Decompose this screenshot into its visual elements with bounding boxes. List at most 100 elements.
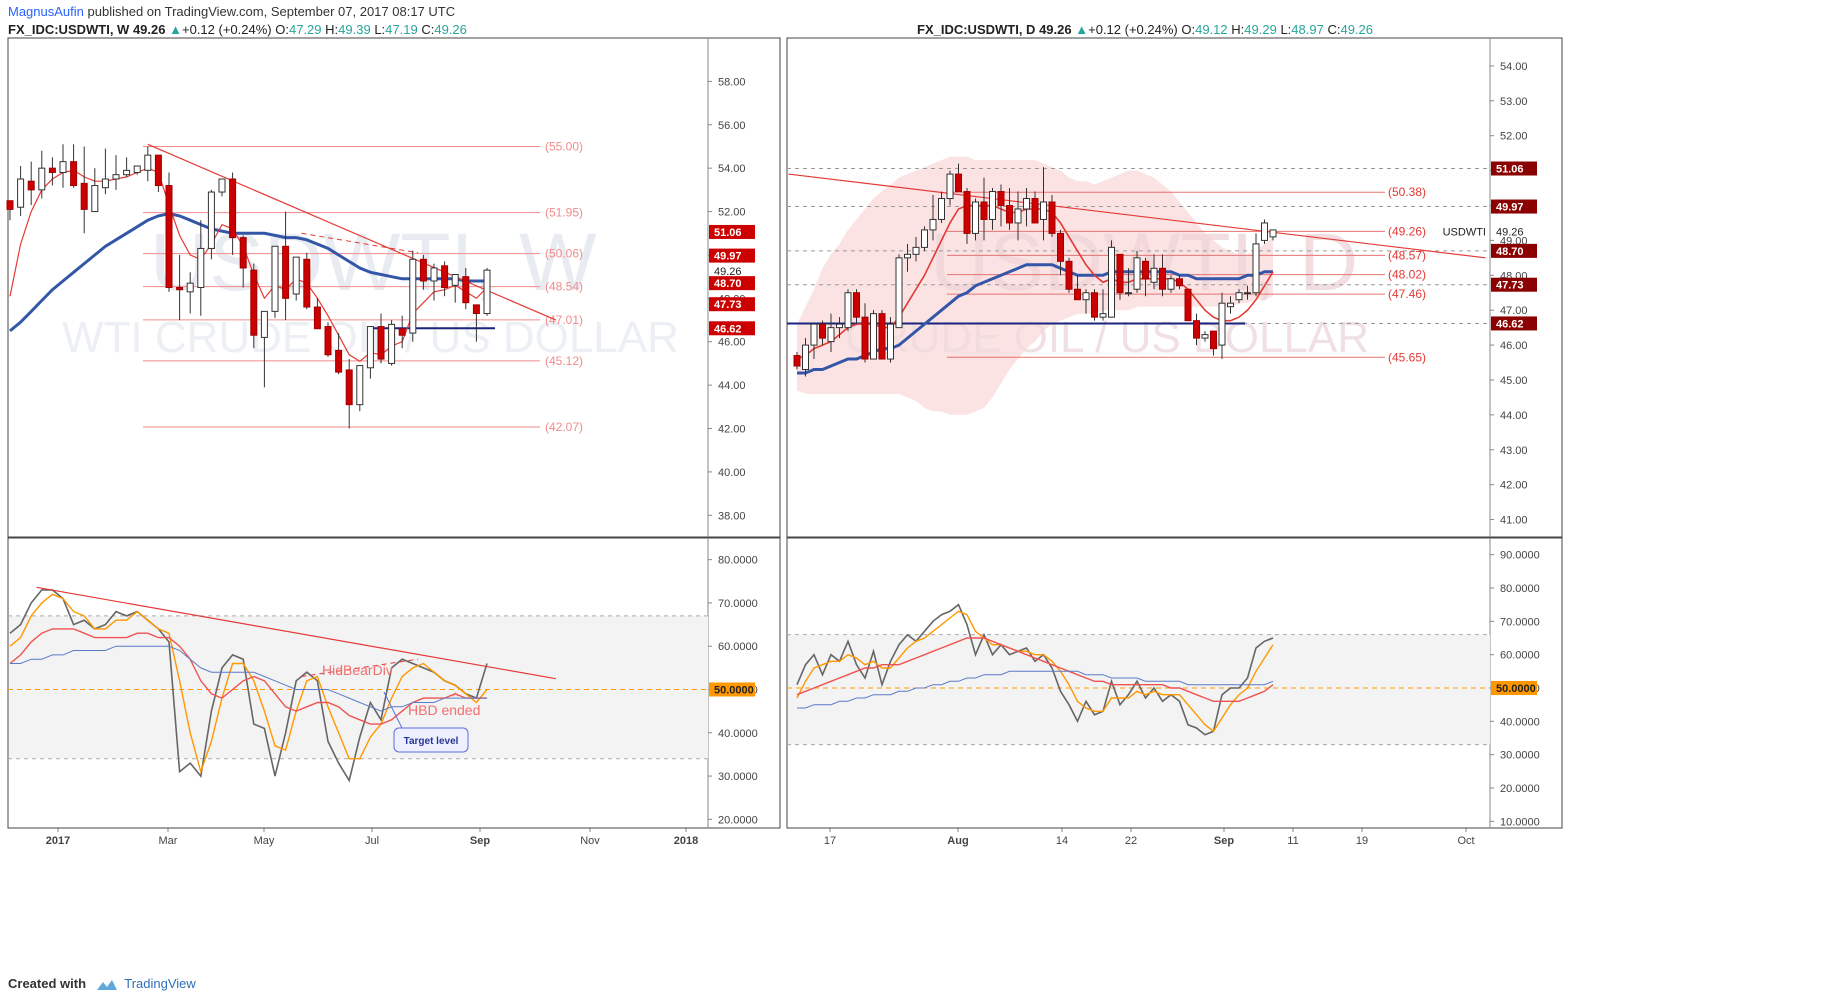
price-tag-box <box>709 682 755 697</box>
candle-down <box>165 185 173 289</box>
left-chart-header: FX_IDC:USDWTI, W 49.26 ▲+0.12 (+0.24%) O… <box>8 22 467 37</box>
candle-up <box>1150 267 1158 283</box>
candle <box>963 188 971 244</box>
tradingview-brand[interactable]: TradingView <box>124 976 196 991</box>
candle <box>1184 288 1192 322</box>
candle <box>430 263 438 301</box>
candle <box>1142 257 1149 297</box>
x-tick-label: Jul <box>365 835 379 847</box>
candle-up <box>1167 278 1175 290</box>
price-tag-box <box>1491 316 1537 331</box>
candle <box>819 320 826 346</box>
candle <box>292 256 300 301</box>
candle-down <box>1074 288 1081 301</box>
y-tick-label: 54.00 <box>1500 61 1528 73</box>
y-tick-label: 44.00 <box>1500 410 1528 422</box>
candle <box>229 172 237 255</box>
x-tick-label: Oct <box>1457 835 1474 847</box>
fib-label: (50.38) <box>1388 185 1426 199</box>
candle-up <box>929 218 937 231</box>
candle <box>1099 289 1107 321</box>
left-symbol[interactable]: FX_IDC:USDWTI, W <box>8 22 130 37</box>
right-symbol[interactable]: FX_IDC:USDWTI, D <box>917 22 1036 37</box>
candle-down <box>229 178 237 239</box>
callout-label: Target level <box>404 736 459 747</box>
candle-up <box>1133 257 1141 290</box>
candle-up <box>972 201 979 234</box>
candle <box>912 236 920 262</box>
osc-line-signal <box>796 610 1274 733</box>
candle-down <box>313 306 321 330</box>
candle-down <box>997 191 1005 206</box>
candle-up <box>1227 302 1234 308</box>
candle-down <box>793 355 801 367</box>
candle-down <box>1184 288 1192 322</box>
candle-down <box>250 269 258 336</box>
weekly-ma-blue <box>9 212 487 333</box>
daily-bollinger-cloud <box>797 156 1273 415</box>
daily-trend-line <box>788 173 1486 259</box>
candle <box>356 365 364 412</box>
candle-down <box>1091 292 1098 318</box>
price-tag-box <box>709 276 755 291</box>
daily-price-tag: 49.97 <box>1491 199 1537 214</box>
candle <box>844 289 852 332</box>
y-tick-label: 52.00 <box>718 207 746 219</box>
y-tick-label: 60.0000 <box>1500 650 1540 662</box>
candle-up <box>946 173 954 200</box>
callout-pointer <box>383 691 403 729</box>
candle-down <box>282 245 290 299</box>
candle <box>1244 285 1251 300</box>
candle <box>921 226 928 251</box>
daily-dashed-levels <box>787 168 1490 324</box>
weekly-price-tag: 46.62 <box>709 321 755 336</box>
candle-up <box>1261 222 1268 241</box>
candle-down <box>1006 204 1013 224</box>
candle <box>1125 268 1132 297</box>
candle-down <box>853 292 860 318</box>
candle-up <box>207 191 215 249</box>
left-close: 49.26 <box>434 22 467 37</box>
price-tag-box <box>709 248 755 263</box>
candle-up <box>1082 292 1090 301</box>
y-tick-label: 30.0000 <box>718 771 758 783</box>
candle-up <box>292 256 300 295</box>
candle <box>462 267 470 310</box>
candle-up <box>123 169 131 176</box>
candle-up <box>1252 243 1260 294</box>
candle-up <box>895 257 903 329</box>
candle <box>48 157 56 186</box>
price-tag-box <box>1491 243 1537 258</box>
x-tick-label: 2017 <box>46 835 70 847</box>
y-tick-label: 80.0000 <box>718 555 758 567</box>
author-link[interactable]: MagnusAufin <box>8 4 84 19</box>
candle <box>938 191 945 223</box>
y-tick-label: 54.00 <box>718 163 746 175</box>
daily-price-panel <box>786 37 1563 538</box>
left-open: 47.29 <box>288 22 322 37</box>
candle-up <box>1269 229 1277 238</box>
weekly-price-tag: 49.97 <box>709 248 755 263</box>
candle <box>345 359 353 429</box>
candle-down <box>154 154 162 187</box>
candle-down <box>239 237 247 269</box>
fib-label: (49.26) <box>1388 224 1426 238</box>
daily-x-axis: 17 Aug 14 22 Sep 11 19 Oct <box>824 828 1475 847</box>
weekly-price-tag: 47.73 <box>709 297 755 312</box>
x-tick-label: Nov <box>580 835 600 847</box>
candle-down <box>861 316 869 360</box>
y-tick-label: 42.00 <box>1500 480 1528 492</box>
candle-up <box>836 323 843 329</box>
candle-up <box>133 165 141 174</box>
candle-up <box>388 323 396 364</box>
created-with-label: Created with <box>8 976 87 991</box>
candle <box>154 154 162 193</box>
left-last: 49.26 <box>132 22 166 37</box>
candle <box>793 352 801 370</box>
candle-down <box>1176 278 1183 287</box>
y-tick-label: 80.0000 <box>1500 583 1540 595</box>
candle <box>271 245 279 318</box>
candle <box>133 165 141 175</box>
candle <box>207 189 215 260</box>
candle <box>887 317 894 363</box>
